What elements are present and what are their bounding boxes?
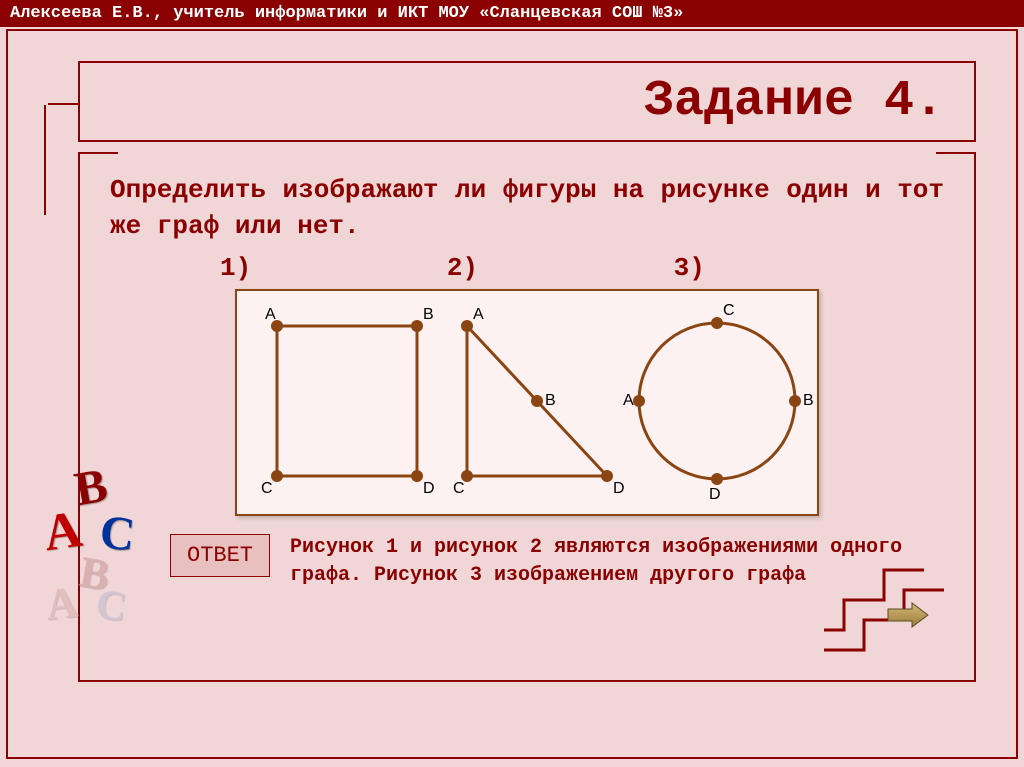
slide-title: Задание 4. [644, 73, 944, 130]
svg-text:A: A [623, 392, 634, 409]
staircase-decoration [814, 550, 954, 660]
decor-letter: A [43, 576, 80, 630]
header-text: Алексеева Е.В., учитель информатики и ИК… [0, 0, 1024, 27]
question-text: Определить изображают ли фигуры на рисун… [110, 172, 944, 245]
svg-text:C: C [723, 302, 735, 319]
decor-letter: A [40, 500, 85, 564]
title-box: Задание 4. [78, 61, 976, 142]
svg-text:D: D [709, 486, 721, 503]
label-1: 1) [220, 253, 251, 283]
graph-labels: 1) 2) 3) [110, 253, 944, 283]
svg-text:C: C [453, 480, 465, 497]
slide-frame: Задание 4. Определить изображают ли фигу… [6, 29, 1018, 759]
connector-line [44, 105, 46, 215]
content-box: Определить изображают ли фигуры на рисун… [78, 152, 976, 682]
svg-text:C: C [261, 480, 273, 497]
svg-text:B: B [423, 306, 434, 323]
svg-text:A: A [473, 306, 484, 323]
decorative-letters: BACBAC [40, 430, 220, 630]
svg-text:D: D [423, 480, 435, 497]
graph-diagram: A B C D A B C D C B D A [235, 289, 819, 516]
svg-text:B: B [803, 392, 814, 409]
label-2: 2) [447, 253, 478, 283]
svg-text:D: D [613, 480, 625, 497]
svg-text:B: B [545, 392, 556, 409]
next-arrow-button[interactable] [886, 601, 930, 634]
decor-letter: C [93, 580, 130, 632]
diagram-container: A B C D A B C D C B D A [110, 289, 944, 516]
label-3: 3) [674, 253, 705, 283]
svg-text:A: A [265, 306, 276, 323]
